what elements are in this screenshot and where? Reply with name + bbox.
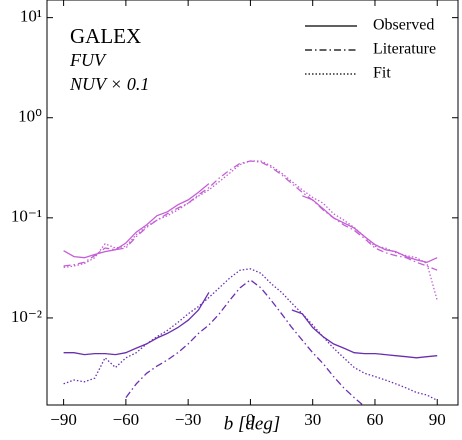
x-tick-label: −60 [113, 410, 140, 429]
y-tick-label: 10⁻² [11, 307, 42, 326]
x-axis-label: b [deg] [224, 413, 280, 434]
series-line [63, 160, 438, 271]
y-tick-label: 10¹ [20, 7, 42, 26]
annotation: GALEX [70, 24, 141, 48]
y-tick-label: 10⁻¹ [11, 207, 42, 226]
x-tick-label: 60 [366, 410, 383, 429]
legend-label: Literature [373, 41, 436, 58]
x-tick-label: 30 [304, 410, 321, 429]
x-tick-label: −90 [50, 410, 77, 429]
series-line [63, 268, 438, 401]
x-tick-label: −30 [175, 410, 202, 429]
y-tick-label: 10⁰ [18, 107, 42, 126]
annotation: FUV [69, 50, 107, 70]
series-line [63, 292, 438, 359]
series-line [63, 160, 438, 301]
x-tick-label: 0 [246, 410, 255, 429]
plot-lines [63, 160, 438, 405]
legend-label: Observed [373, 17, 434, 34]
annotation: NUV × 0.1 [69, 74, 149, 94]
series-line [125, 279, 364, 405]
plot-frame [46, 0, 459, 406]
series-line [63, 183, 438, 263]
legend-label: Fit [373, 65, 391, 82]
x-tick-label: 90 [429, 410, 446, 429]
